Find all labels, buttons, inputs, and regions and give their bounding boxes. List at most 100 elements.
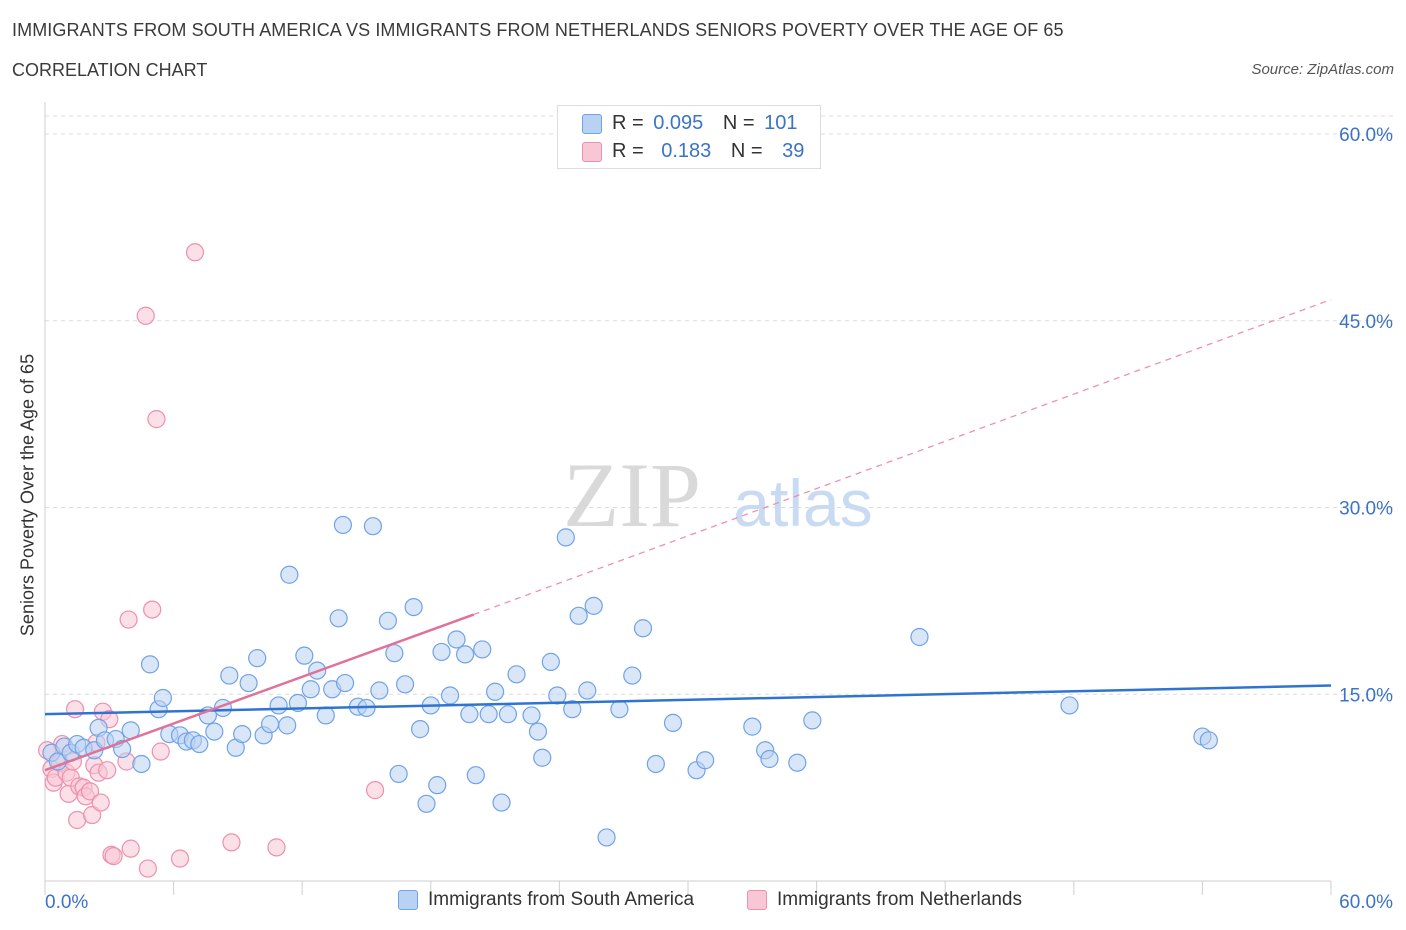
data-point	[280, 565, 299, 584]
x-tick-label: 60.0%	[1339, 892, 1393, 913]
data-point	[80, 782, 100, 801]
data-point	[278, 716, 297, 735]
data-point	[301, 680, 320, 699]
data-point	[597, 828, 616, 847]
data-point	[507, 665, 526, 684]
source-label: Source: ZipAtlas.com	[1251, 61, 1394, 78]
data-point	[1060, 696, 1079, 715]
data-point	[623, 666, 642, 685]
data-point	[432, 642, 451, 662]
data-point	[269, 696, 288, 715]
tick-labels: 15.0% 30.0% 45.0% 60.0% 0.0% 60.0%	[45, 125, 1393, 913]
data-point	[151, 742, 170, 761]
y-tick-label: 15.0%	[1339, 685, 1393, 706]
data-point	[363, 517, 383, 536]
data-point	[486, 682, 505, 701]
data-point	[378, 611, 398, 630]
data-point	[83, 805, 102, 825]
legend-r-value: 0.183	[661, 140, 712, 162]
y-tick-label: 30.0%	[1339, 499, 1393, 520]
grid-lines	[45, 115, 1394, 695]
data-point	[205, 722, 224, 741]
data-point	[190, 734, 209, 754]
data-point	[803, 711, 822, 730]
series-legend: Immigrants from South America Immigrants…	[0, 889, 1406, 917]
data-point	[140, 655, 160, 674]
data-point	[119, 610, 138, 629]
data-point	[466, 766, 485, 785]
legend-swatch-blue	[398, 889, 418, 910]
data-point	[556, 528, 575, 547]
legend-label: Immigrants from Netherlands	[777, 889, 1022, 910]
data-point	[447, 630, 466, 649]
data-point	[492, 793, 511, 812]
data-point	[333, 515, 353, 535]
legend-n-value: 101	[764, 112, 798, 134]
data-point	[65, 700, 85, 719]
trend-line	[44, 613, 475, 772]
data-point	[143, 600, 162, 619]
data-point	[98, 761, 117, 780]
data-point	[170, 849, 190, 868]
data-point	[136, 306, 155, 325]
y-tick-label: 60.0%	[1339, 125, 1393, 146]
y-axis-label: Seniors Poverty Over the Age of 65	[17, 353, 38, 637]
data-point	[455, 645, 475, 664]
data-point	[578, 681, 597, 700]
data-point	[541, 652, 560, 671]
data-point	[248, 649, 267, 668]
data-point	[335, 673, 355, 693]
data-point	[633, 619, 653, 638]
data-point	[522, 706, 541, 725]
series-netherlands-points	[38, 243, 385, 878]
data-point	[569, 606, 588, 625]
legend-n-value: 39	[782, 140, 805, 162]
trend-line	[44, 684, 1332, 716]
data-point	[696, 751, 715, 770]
data-point	[743, 717, 762, 736]
data-point	[460, 705, 479, 724]
y-tick-label: 45.0%	[1339, 312, 1393, 333]
data-point	[428, 776, 447, 795]
data-point	[153, 688, 172, 708]
data-point	[233, 724, 252, 744]
data-point	[147, 410, 166, 429]
data-point	[104, 846, 123, 866]
data-point	[760, 749, 779, 769]
legend-row-south-america: R = 0.095 N = 101	[582, 112, 798, 136]
data-point	[260, 715, 280, 734]
trend-line-extension	[473, 298, 1332, 616]
chart-title: IMMIGRANTS FROM SOUTH AMERICA VS IMMIGRA…	[12, 20, 1064, 40]
data-point	[132, 754, 151, 774]
data-point	[473, 640, 492, 659]
legend-swatch-blue	[582, 113, 602, 134]
legend-r-value: 0.095	[653, 112, 704, 134]
data-point	[610, 700, 629, 719]
legend-swatch-pink	[747, 889, 767, 910]
data-point	[404, 597, 423, 617]
data-point	[365, 781, 385, 800]
watermark-zip: ZIP	[563, 444, 701, 546]
data-point	[239, 673, 258, 693]
legend-n-label: N =	[730, 140, 763, 162]
watermark: ZIP atlas	[563, 444, 873, 546]
correlation-legend: R = 0.095 N = 101 R = 0.183 N = 39	[557, 105, 821, 169]
data-point	[316, 706, 335, 725]
data-point	[389, 764, 408, 784]
chart-subtitle: CORRELATION CHART	[12, 60, 208, 80]
data-point	[410, 720, 430, 739]
data-point	[121, 839, 140, 858]
data-point	[329, 609, 348, 628]
data-point	[370, 681, 389, 700]
legend-r-label: R =	[612, 112, 644, 134]
legend-row-netherlands: R = 0.183 N = 39	[582, 140, 804, 164]
data-point	[528, 722, 548, 741]
data-point	[222, 833, 241, 852]
data-point	[440, 686, 460, 705]
legend-item-netherlands: Immigrants from Netherlands	[747, 889, 1022, 911]
data-point	[267, 838, 286, 857]
legend-item-south-america: Immigrants from South America	[398, 889, 694, 911]
data-point	[584, 596, 603, 615]
data-point	[479, 705, 498, 724]
